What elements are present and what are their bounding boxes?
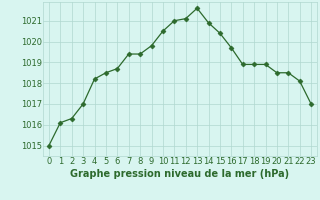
X-axis label: Graphe pression niveau de la mer (hPa): Graphe pression niveau de la mer (hPa) xyxy=(70,169,290,179)
